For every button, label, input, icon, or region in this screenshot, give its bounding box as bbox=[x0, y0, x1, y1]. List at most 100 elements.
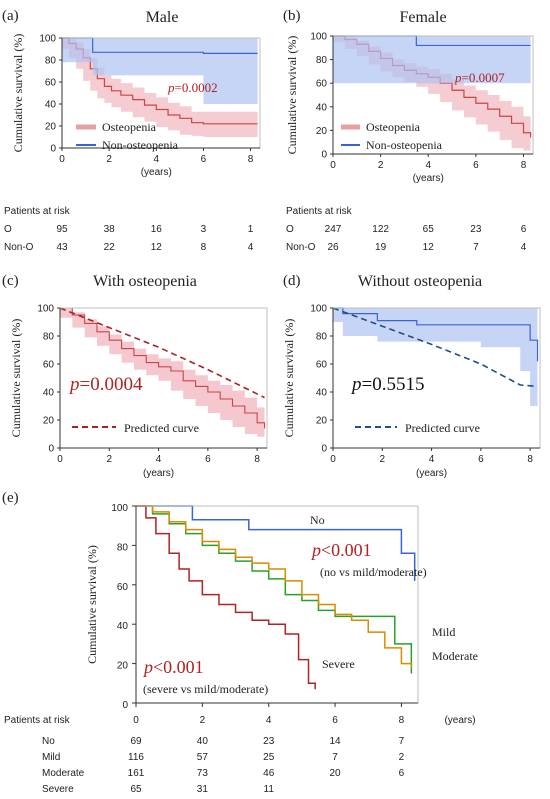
panel-d-ytick-label: 60 bbox=[316, 360, 328, 371]
panel-a-ytick-label: 20 bbox=[45, 122, 57, 133]
panel-c-xlabel: (years) bbox=[143, 468, 174, 479]
panel-a-ylabel: Cumulative survival (%) bbox=[11, 34, 25, 153]
panel-e-risk-value: 25 bbox=[263, 752, 275, 763]
panel-e-risk-value: 46 bbox=[263, 768, 275, 779]
panel-e-xtick-label: 2 bbox=[200, 715, 206, 726]
panel-c-ytick-label: 100 bbox=[37, 304, 54, 315]
panel-b-risk-value: 12 bbox=[423, 242, 435, 253]
panel-b-ytick-label: 20 bbox=[316, 126, 328, 137]
panel-e-risk-value: 40 bbox=[197, 736, 209, 747]
panel-b-risk-value: 65 bbox=[423, 224, 435, 235]
panel-a-xtick-label: 2 bbox=[106, 154, 112, 165]
panel-b-legend-non-osteopenia: Non-osteopenia bbox=[366, 138, 443, 152]
panel-e-risk-row-name: Severe bbox=[42, 784, 74, 795]
panel-a-legend-osteopenia: Osteopenia bbox=[102, 120, 157, 134]
panel-d-ytick-label: 0 bbox=[321, 444, 327, 455]
panel-b-pvalue: p=0.0007 bbox=[454, 70, 505, 85]
panel-b-risk-value: 7 bbox=[473, 242, 479, 253]
panel-d-ytick-label: 80 bbox=[316, 332, 328, 343]
panel-a-risk-row-name: Non-O bbox=[4, 242, 34, 253]
panel-a-risk-value: 38 bbox=[104, 224, 116, 235]
panel-d-xtick-label: 8 bbox=[527, 454, 533, 465]
panel-a-risk-value: 16 bbox=[151, 224, 163, 235]
panel-e-risk-value: 20 bbox=[329, 768, 341, 779]
panel-a-risk-value: 22 bbox=[104, 242, 116, 253]
panel-e-label-no: No bbox=[310, 513, 325, 527]
panel-a-risk-value: 3 bbox=[201, 224, 207, 235]
panel-c-ytick-label: 0 bbox=[48, 444, 54, 455]
panel-b-xtick-label: 8 bbox=[521, 160, 527, 171]
panel-e-risk-value: 2 bbox=[399, 752, 405, 763]
panel-c-observed-curve bbox=[60, 307, 266, 429]
panel-b-risk-value: 23 bbox=[470, 224, 482, 235]
panel-a-risk-row-name: O bbox=[4, 224, 12, 235]
panel-d-title: Without osteopenia bbox=[358, 273, 482, 290]
panel-a-xtick-label: 0 bbox=[59, 154, 65, 165]
panel-b-risk-value: 247 bbox=[325, 224, 342, 235]
panel-e-ytick-label: 60 bbox=[117, 582, 129, 593]
panel-e-label-moderate: Moderate bbox=[432, 649, 478, 663]
panel-b-legend-osteopenia: Osteopenia bbox=[366, 120, 421, 134]
panel-d-xtick-label: 4 bbox=[429, 454, 435, 465]
panel-a-xtick-label: 8 bbox=[248, 154, 254, 165]
panel-d-predicted-curve bbox=[332, 307, 538, 388]
panel-c-ytick-label: 40 bbox=[43, 388, 55, 399]
panel-d-xtick-label: 6 bbox=[478, 454, 484, 465]
panel-a-label: (a) bbox=[2, 8, 19, 24]
panel-d-pvalue: p=0.5515 bbox=[350, 374, 424, 395]
panel-b-ytick-label: 0 bbox=[321, 150, 327, 161]
panel-e-ytick-label: 0 bbox=[122, 700, 128, 711]
panel-b-ytick-label: 40 bbox=[316, 102, 328, 113]
panel-b-title: Female bbox=[399, 9, 446, 26]
panel-e-curve-moderate bbox=[136, 505, 413, 668]
panel-a-legend-non-osteopenia: Non-osteopenia bbox=[102, 138, 179, 152]
panel-b-ytick-label: 80 bbox=[316, 55, 328, 66]
panel-c-ytick-label: 80 bbox=[43, 332, 55, 343]
panel-c-ylabel: Cumulative survival (%) bbox=[9, 319, 23, 438]
panel-c-pvalue: p=0.0004 bbox=[68, 374, 143, 395]
panel-e-risk-value: 14 bbox=[329, 736, 341, 747]
panel-e-risk-header: Patients at risk bbox=[4, 715, 71, 726]
panel-e-xtick-label: 4 bbox=[266, 715, 272, 726]
panel-b-xtick-label: 0 bbox=[330, 160, 336, 171]
panel-e-annotation-no: (no vs mild/moderate) bbox=[320, 565, 427, 579]
panel-e-label-severe: Severe bbox=[322, 657, 355, 671]
panel-e-label-mild: Mild bbox=[432, 625, 455, 639]
panel-e-risk-value: 6 bbox=[399, 768, 405, 779]
panel-e-risk-value: 7 bbox=[399, 736, 405, 747]
panel-a-risk-value: 12 bbox=[151, 242, 163, 253]
panel-e-risk-value: 31 bbox=[197, 784, 209, 795]
panel-e-curve-severe bbox=[136, 505, 316, 690]
panel-b-risk-value: 6 bbox=[521, 224, 527, 235]
panel-a-risk-header: Patients at risk bbox=[4, 206, 71, 217]
panel-e-curve-no bbox=[136, 505, 416, 581]
panel-e-risk-value: 23 bbox=[263, 736, 275, 747]
panel-e-ytick-label: 20 bbox=[117, 661, 129, 672]
panel-e-label: (e) bbox=[2, 490, 19, 506]
panel-d-ytick-label: 40 bbox=[316, 388, 328, 399]
panel-e-ytick-label: 100 bbox=[111, 503, 128, 514]
panel-e-risk-row-name: Mild bbox=[42, 752, 60, 763]
panel-a-risk-value: 95 bbox=[56, 224, 68, 235]
panel-a-ytick-label: 60 bbox=[45, 78, 57, 89]
panel-a-xtick-label: 6 bbox=[201, 154, 207, 165]
panel-a-risk-value: 1 bbox=[248, 224, 254, 235]
panel-d-label: (d) bbox=[283, 273, 301, 289]
panel-b-xlabel: (years) bbox=[413, 173, 444, 184]
panel-b-risk-row-name: O bbox=[286, 224, 294, 235]
panel-e-xtick-label: 0 bbox=[133, 715, 139, 726]
panel-a-risk-value: 4 bbox=[248, 242, 254, 253]
panel-d-xtick-label: 2 bbox=[380, 454, 386, 465]
panel-d-ylabel: Cumulative survival (%) bbox=[282, 319, 296, 438]
panel-b-risk-value: 26 bbox=[327, 242, 339, 253]
panel-c-ytick-label: 20 bbox=[43, 416, 55, 427]
panel-e-xtick-label: 6 bbox=[332, 715, 338, 726]
panel-b-xtick-label: 2 bbox=[378, 160, 384, 171]
panel-e-ytick-label: 80 bbox=[117, 542, 129, 553]
panel-b-xtick-label: 4 bbox=[425, 160, 431, 171]
panel-c-legend-predicted: Predicted curve bbox=[124, 421, 199, 435]
panel-e-annotation-severe: (severe vs mild/moderate) bbox=[143, 682, 268, 696]
panel-e-pvalue-no: p<0.001 bbox=[310, 540, 372, 560]
panel-d-ytick-label: 100 bbox=[310, 304, 327, 315]
